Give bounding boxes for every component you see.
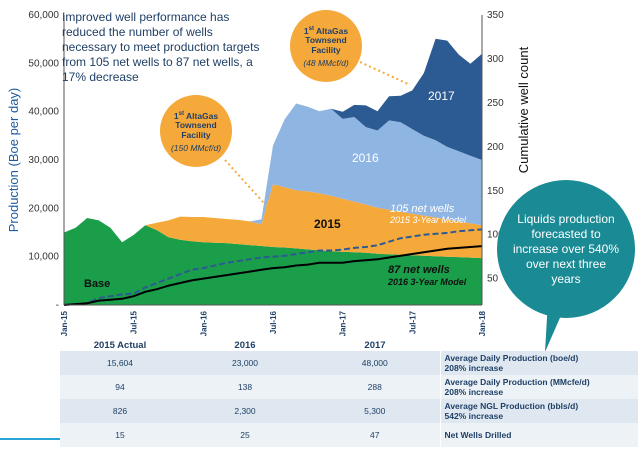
y-right-tick-label: 150	[487, 186, 504, 197]
leader-bubble-48	[359, 61, 409, 85]
production-summary-table: 2015 Actual 2016 2017 15,604 23,000 48,0…	[60, 340, 638, 447]
header-2015: 2015 Actual	[93, 340, 147, 351]
x-tick-label: Jan-16	[199, 310, 208, 336]
y-right-tick-label: 350	[487, 10, 504, 21]
x-tick-label: Jan-17	[339, 310, 348, 336]
area-2015	[64, 184, 482, 259]
label-105-net-wells: 105 net wells	[390, 203, 455, 215]
leader-bubble-150	[224, 159, 273, 213]
liquids-forecast-bubble: Liquids production forecasted to increas…	[497, 180, 635, 318]
accent-rule	[0, 438, 60, 440]
well-count-lines	[63, 228, 483, 306]
label-2016: 2016	[352, 151, 379, 165]
line-105-net-wells	[63, 228, 483, 306]
table-row: 826 2,300 5,300 Average NGL Production (…	[60, 399, 638, 423]
label-2017: 2017	[428, 89, 455, 103]
table-row: 15 25 47 Net Wells Drilled	[60, 423, 638, 447]
line-87-net-wells	[63, 245, 483, 306]
x-tick-label: Jan-18	[478, 310, 487, 336]
townsend-facility-bubble-48: 1st AltaGas Townsend Facility (48 MMcf/d…	[290, 10, 362, 82]
y-right-axis-label: Cumulative well count	[516, 46, 531, 173]
label-base: Base	[84, 278, 110, 290]
y-right-tick-label: 250	[487, 98, 504, 109]
header-2017: 2017	[364, 340, 386, 351]
axes	[63, 15, 483, 306]
townsend-facility-bubble-150: 1st AltaGas Townsend Facility (150 MMcf/…	[160, 95, 232, 167]
label-2015: 2015	[314, 217, 341, 231]
table-row: 94 138 288 Average Daily Production (MMc…	[60, 375, 638, 399]
label-2016-model: 2016 3-Year Model	[387, 277, 467, 287]
table-row: 15,604 23,000 48,000 Average Daily Produ…	[60, 351, 638, 375]
callout-text: Improved well performance has reduced th…	[62, 10, 260, 84]
y-right-tick-label: 50	[487, 274, 499, 285]
y-left-axis-label: Production (Boe per day)	[6, 88, 21, 233]
area-base	[64, 218, 482, 305]
x-tick-label: Jul-16	[269, 310, 278, 334]
x-tick-label: Jul-15	[130, 310, 139, 334]
y-left-tick-label: 60,000	[28, 10, 59, 21]
area-2016	[64, 103, 482, 243]
y-right-tick-label: 200	[487, 142, 504, 153]
y-left-tick-label: 10,000	[28, 252, 59, 263]
x-tick-label: Jul-17	[408, 310, 417, 334]
x-tick-label: Jan-15	[60, 310, 69, 336]
y-left-tick-label: 30,000	[28, 155, 59, 166]
header-2016: 2016	[234, 340, 256, 351]
y-left-tick-label: 20,000	[28, 203, 59, 214]
y-left-tick-label: 40,000	[28, 107, 59, 118]
tick-labels: 60,000 50,000 40,000 30,000 20,000 10,000 - 350…	[6, 10, 531, 336]
area-2017	[64, 38, 482, 243]
y-left-tick-label: -	[56, 300, 59, 311]
label-2015-model: 2015 3-Year Model	[389, 215, 467, 225]
stacked-areas	[64, 38, 482, 305]
y-left-tick-label: 50,000	[28, 58, 59, 69]
y-right-tick-label: 300	[487, 54, 504, 65]
y-right-tick-label: 100	[487, 230, 504, 241]
label-87-net-wells: 87 net wells	[388, 264, 450, 276]
